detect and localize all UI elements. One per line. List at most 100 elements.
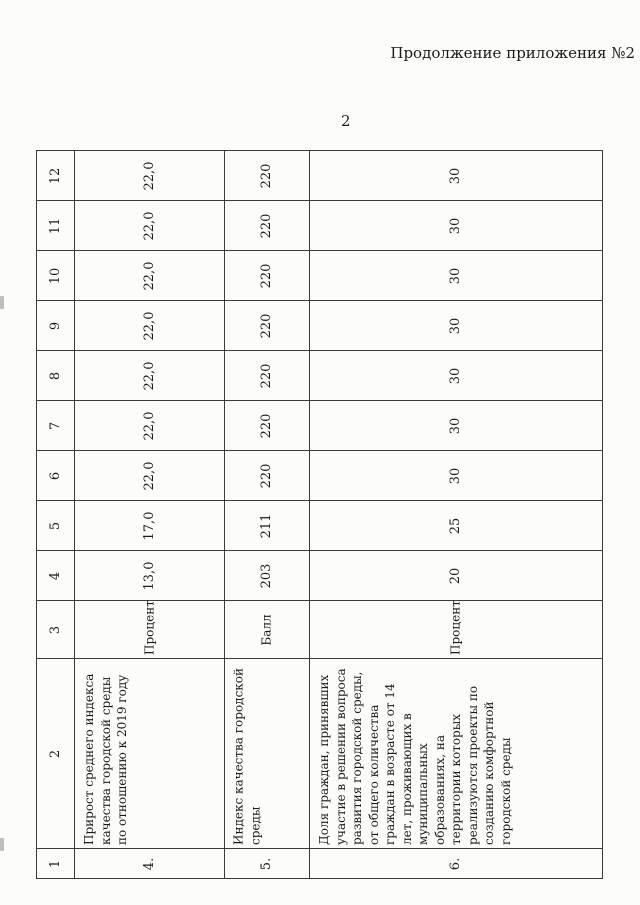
row-4-value-cell-col-4: 13,0 xyxy=(75,551,225,601)
header-cell-col-2: 2 xyxy=(37,659,75,849)
row-6-value-cell-col-9-text: 30 xyxy=(447,317,463,334)
row-5-value-cell-col-11: 220 xyxy=(225,201,310,251)
header-cell-col-4: 4 xyxy=(37,551,75,601)
header-cell-col-10: 10 xyxy=(37,251,75,301)
row-6-number-cell-text: 6. xyxy=(447,857,463,870)
row-4-value-cell-col-9: 22,0 xyxy=(75,301,225,351)
rotated-indicators-table: 12 22,0 220 30 11 22,0 220 30 10 22,0 220 30 9 22,0 22… xyxy=(36,150,603,879)
header-cell-col-12-text: 12 xyxy=(47,167,63,184)
row-4-value-cell-col-12-text: 22,0 xyxy=(141,161,157,190)
row-4-value-cell-col-11-text: 22,0 xyxy=(141,211,157,240)
row-6-value-cell-col-10: 30 xyxy=(310,251,602,301)
row-5-value-cell-col-12: 220 xyxy=(225,151,310,201)
row-6-value-cell-col-11: 30 xyxy=(310,201,602,251)
header-cell-col-6-text: 6 xyxy=(47,471,63,480)
row-6-value-cell-col-12-text: 30 xyxy=(447,167,463,184)
row-5-value-cell-col-6: 220 xyxy=(225,451,310,501)
row-4-value-cell-col-5: 17,0 xyxy=(75,501,225,551)
row-4-unit-cell-text: Процент xyxy=(142,601,156,655)
header-cell-col-6: 6 xyxy=(37,451,75,501)
row-6-value-cell-col-11-text: 30 xyxy=(447,217,463,234)
row-5-value-cell-col-5: 211 xyxy=(225,501,310,551)
scan-artifact xyxy=(0,838,4,851)
row-5-value-cell-col-9: 220 xyxy=(225,301,310,351)
header-cell-col-1-text: 1 xyxy=(47,859,63,868)
row-4-value-cell-col-8: 22,0 xyxy=(75,351,225,401)
page-number: 2 xyxy=(341,112,351,130)
row-4-value-cell-col-10: 22,0 xyxy=(75,251,225,301)
row-6-value-cell-col-12: 30 xyxy=(310,151,602,201)
row-6-value-cell-col-6-text: 30 xyxy=(447,467,463,484)
row-5-value-cell-col-8-text: 220 xyxy=(258,363,274,388)
row-5-value-cell-col-6-text: 220 xyxy=(258,463,274,488)
row-5-number-cell: 5. xyxy=(225,849,310,878)
header-cell-col-4-text: 4 xyxy=(47,571,63,580)
row-6-value-cell-col-5: 25 xyxy=(310,501,602,551)
row-4-value-cell-col-11: 22,0 xyxy=(75,201,225,251)
row-4-value-cell-col-7-text: 22,0 xyxy=(141,411,157,440)
row-4-value-cell-col-7: 22,0 xyxy=(75,401,225,451)
row-5-value-cell-col-4: 203 xyxy=(225,551,310,601)
row-4-value-cell-col-12: 22,0 xyxy=(75,151,225,201)
scan-artifact xyxy=(0,296,4,309)
row-4-unit-cell: Процент xyxy=(75,601,225,659)
row-4-value-cell-col-4-text: 13,0 xyxy=(141,561,157,590)
row-5-indicator-name-cell-text: Индекс качества городской среды xyxy=(231,667,263,845)
row-4-value-cell-col-6-text: 22,0 xyxy=(141,461,157,490)
header-cell-col-5: 5 xyxy=(37,501,75,551)
row-5-indicator-name-cell: Индекс качества городской среды xyxy=(225,659,310,849)
row-5-unit-cell-text: Балл xyxy=(259,613,274,646)
row-5-value-cell-col-7-text: 220 xyxy=(258,413,274,438)
row-6-value-cell-col-7-text: 30 xyxy=(447,417,463,434)
row-6-value-cell-col-6: 30 xyxy=(310,451,602,501)
header-cell-col-3: 3 xyxy=(37,601,75,659)
row-4-number-cell: 4. xyxy=(75,849,225,878)
row-6-value-cell-col-4-text: 20 xyxy=(447,567,463,584)
appendix-continuation-caption: Продолжение приложения №2 xyxy=(390,44,635,62)
row-4-value-cell-col-5-text: 17,0 xyxy=(141,511,157,540)
header-cell-col-1: 1 xyxy=(37,849,75,878)
row-6-indicator-name-cell-text: Доля граждан, принявших участие в решени… xyxy=(317,667,514,845)
header-cell-col-12: 12 xyxy=(37,151,75,201)
row-6-value-cell-col-8-text: 30 xyxy=(447,367,463,384)
header-cell-col-5-text: 5 xyxy=(47,521,63,530)
header-cell-col-9-text: 9 xyxy=(47,321,63,330)
row-6-value-cell-col-5-text: 25 xyxy=(447,517,463,534)
row-5-value-cell-col-5-text: 211 xyxy=(258,513,274,538)
row-4-value-cell-col-8-text: 22,0 xyxy=(141,361,157,390)
header-cell-col-3-text: 3 xyxy=(47,625,63,634)
row-4-indicator-name-cell: Прирост среднего индекса качества городс… xyxy=(75,659,225,849)
row-6-value-cell-col-7: 30 xyxy=(310,401,602,451)
row-5-value-cell-col-10-text: 220 xyxy=(258,263,274,288)
row-4-value-cell-col-9-text: 22,0 xyxy=(141,311,157,340)
header-cell-col-10-text: 10 xyxy=(47,267,63,284)
header-cell-col-2-text: 2 xyxy=(47,749,63,758)
row-6-unit-cell-text: Процент xyxy=(448,601,463,655)
row-6-number-cell: 6. xyxy=(310,849,602,878)
header-cell-col-9: 9 xyxy=(37,301,75,351)
header-cell-col-8-text: 8 xyxy=(47,371,63,380)
row-5-value-cell-col-4-text: 203 xyxy=(258,563,274,588)
row-5-value-cell-col-12-text: 220 xyxy=(258,163,274,188)
row-6-unit-cell: Процент xyxy=(310,601,602,659)
header-cell-col-11-text: 11 xyxy=(47,217,63,234)
row-6-value-cell-col-4: 20 xyxy=(310,551,602,601)
row-5-value-cell-col-10: 220 xyxy=(225,251,310,301)
row-6-value-cell-col-10-text: 30 xyxy=(447,267,463,284)
row-6-value-cell-col-8: 30 xyxy=(310,351,602,401)
header-cell-col-11: 11 xyxy=(37,201,75,251)
header-cell-col-7: 7 xyxy=(37,401,75,451)
row-4-number-cell-text: 4. xyxy=(141,857,157,870)
header-cell-col-8: 8 xyxy=(37,351,75,401)
row-5-value-cell-col-9-text: 220 xyxy=(258,313,274,338)
row-6-value-cell-col-9: 30 xyxy=(310,301,602,351)
row-4-value-cell-col-10-text: 22,0 xyxy=(141,261,157,290)
row-5-number-cell-text: 5. xyxy=(258,857,274,870)
row-5-value-cell-col-11-text: 220 xyxy=(258,213,274,238)
row-5-value-cell-col-7: 220 xyxy=(225,401,310,451)
row-4-value-cell-col-6: 22,0 xyxy=(75,451,225,501)
row-5-value-cell-col-8: 220 xyxy=(225,351,310,401)
row-6-indicator-name-cell: Доля граждан, принявших участие в решени… xyxy=(310,659,602,849)
row-5-unit-cell: Балл xyxy=(225,601,310,659)
